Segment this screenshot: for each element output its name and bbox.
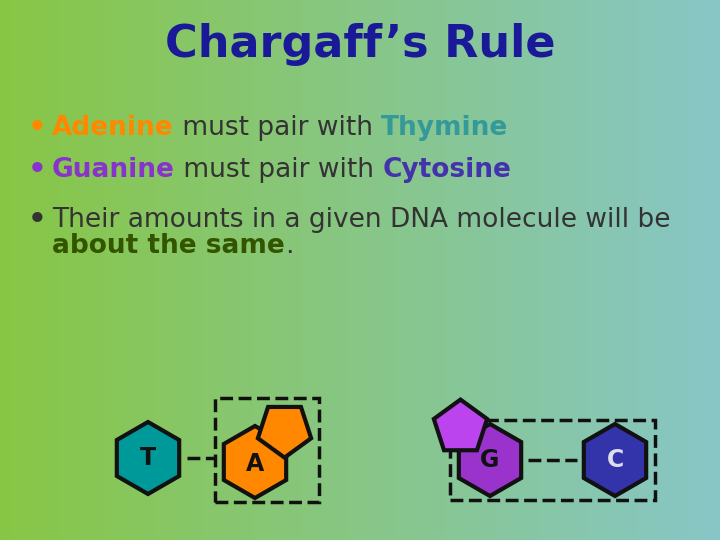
Text: .: . [284,233,293,259]
Text: Adenine: Adenine [52,115,174,141]
Polygon shape [584,424,646,496]
Polygon shape [258,407,311,457]
Text: Cytosine: Cytosine [382,157,511,183]
Polygon shape [459,424,521,496]
Text: Their amounts in a given DNA molecule will be: Their amounts in a given DNA molecule wi… [52,207,670,233]
Text: •: • [28,156,47,184]
Text: about the same: about the same [52,233,284,259]
Polygon shape [224,426,286,498]
Text: T: T [140,446,156,470]
Text: Chargaff’s Rule: Chargaff’s Rule [165,24,555,66]
Text: G: G [480,448,500,472]
Text: A: A [246,452,264,476]
Polygon shape [117,422,179,494]
Polygon shape [434,400,487,450]
Text: •: • [28,114,47,142]
Text: C: C [606,448,624,472]
Text: about the same: about the same [52,233,284,259]
Text: must pair with: must pair with [174,115,381,141]
Text: must pair with: must pair with [175,157,382,183]
Text: •: • [28,206,47,234]
Text: Thymine: Thymine [381,115,508,141]
Text: Guanine: Guanine [52,157,175,183]
